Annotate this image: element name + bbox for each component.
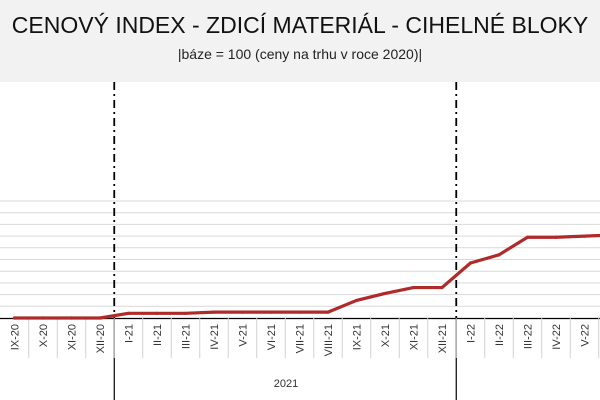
data-point [12, 316, 17, 320]
data-point [269, 310, 273, 314]
tick-label: XI-21 [409, 324, 421, 350]
tick-label: IX-21 [352, 324, 364, 350]
data-point [183, 311, 188, 315]
data-point [126, 311, 131, 315]
tick-label: X-21 [380, 324, 392, 347]
data-point [525, 235, 530, 239]
chart-title: CENOVÝ INDEX - ZDICÍ MATERIÁL - CIHELNÉ … [11, 12, 589, 38]
tick-label: III-21 [181, 324, 193, 349]
tick-label: IV-21 [209, 324, 221, 350]
data-point [326, 310, 330, 314]
data-point [41, 316, 45, 320]
data-point [354, 298, 359, 303]
data-point [468, 261, 473, 265]
data-point [212, 310, 216, 314]
data-point [297, 310, 302, 314]
data-point [98, 316, 102, 320]
tick-label: XII-21 [437, 324, 449, 353]
data-point [155, 311, 159, 315]
data-point [440, 285, 444, 290]
tick-label: VII-21 [295, 324, 307, 353]
tick-label: VIII-21 [323, 324, 335, 356]
tick-label: I-21 [124, 324, 136, 343]
tick-label: II-22 [494, 324, 506, 346]
data-point [240, 310, 245, 314]
tick-label: XII-20 [95, 324, 107, 353]
series-line [12, 233, 600, 320]
data-point [497, 253, 501, 257]
chart-header: CENOVÝ INDEX - ZDICÍ MATERIÁL - CIHELNÉ … [0, 0, 600, 80]
tick-label: II-21 [152, 324, 164, 346]
data-point [383, 291, 387, 296]
tick-label: I-22 [466, 324, 478, 343]
tick-label: XI-20 [67, 324, 79, 350]
tick-label: IX-20 [10, 324, 22, 350]
data-point [69, 316, 74, 320]
data-point [582, 234, 587, 238]
tick-label: V-21 [238, 324, 250, 347]
tick-label: X-20 [38, 324, 50, 347]
tick-label: VI-21 [266, 324, 278, 350]
tick-label: III-22 [523, 324, 535, 349]
data-point [554, 235, 558, 239]
year-group-label: 2021 [274, 378, 298, 390]
plot-area [0, 82, 600, 400]
tick-label: IV-22 [551, 324, 563, 350]
tick-label: V-22 [580, 324, 592, 347]
chart-subtitle: |báze = 100 (ceny na trhu v roce 2020)| [177, 46, 423, 62]
data-point [411, 285, 416, 290]
